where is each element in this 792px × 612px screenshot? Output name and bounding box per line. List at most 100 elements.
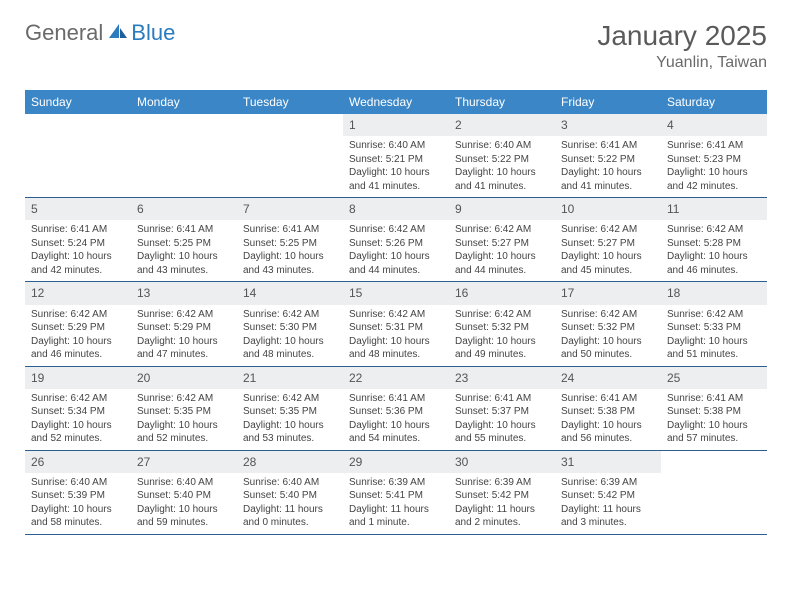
sunrise-text: Sunrise: 6:42 AM (137, 308, 231, 322)
sunset-text: Sunset: 5:25 PM (137, 237, 231, 251)
daylight-text: Daylight: 10 hours and 54 minutes. (349, 419, 443, 446)
sunrise-text: Sunrise: 6:42 AM (455, 223, 549, 237)
day-body: Sunrise: 6:42 AMSunset: 5:29 PMDaylight:… (25, 305, 131, 366)
day-cell: 7Sunrise: 6:41 AMSunset: 5:25 PMDaylight… (237, 198, 343, 281)
sunrise-text: Sunrise: 6:40 AM (349, 139, 443, 153)
day-number: 17 (555, 282, 661, 304)
day-number: 8 (343, 198, 449, 220)
day-cell: 22Sunrise: 6:41 AMSunset: 5:36 PMDayligh… (343, 367, 449, 450)
day-body: Sunrise: 6:40 AMSunset: 5:21 PMDaylight:… (343, 136, 449, 197)
sunset-text: Sunset: 5:41 PM (349, 489, 443, 503)
day-body: Sunrise: 6:42 AMSunset: 5:35 PMDaylight:… (131, 389, 237, 450)
sunset-text: Sunset: 5:25 PM (243, 237, 337, 251)
sunrise-text: Sunrise: 6:42 AM (31, 392, 125, 406)
day-body: Sunrise: 6:40 AMSunset: 5:40 PMDaylight:… (237, 473, 343, 534)
day-cell: 21Sunrise: 6:42 AMSunset: 5:35 PMDayligh… (237, 367, 343, 450)
day-number: 22 (343, 367, 449, 389)
day-number: 23 (449, 367, 555, 389)
day-cell: 6Sunrise: 6:41 AMSunset: 5:25 PMDaylight… (131, 198, 237, 281)
daylight-text: Daylight: 10 hours and 44 minutes. (349, 250, 443, 277)
week-row: 1Sunrise: 6:40 AMSunset: 5:21 PMDaylight… (25, 114, 767, 198)
day-body: Sunrise: 6:42 AMSunset: 5:26 PMDaylight:… (343, 220, 449, 281)
day-body: Sunrise: 6:42 AMSunset: 5:33 PMDaylight:… (661, 305, 767, 366)
day-cell: 17Sunrise: 6:42 AMSunset: 5:32 PMDayligh… (555, 282, 661, 365)
day-number: 29 (343, 451, 449, 473)
daylight-text: Daylight: 10 hours and 41 minutes. (455, 166, 549, 193)
sunrise-text: Sunrise: 6:40 AM (31, 476, 125, 490)
day-body: Sunrise: 6:42 AMSunset: 5:27 PMDaylight:… (449, 220, 555, 281)
sunrise-text: Sunrise: 6:41 AM (561, 392, 655, 406)
daylight-text: Daylight: 10 hours and 45 minutes. (561, 250, 655, 277)
day-body: Sunrise: 6:41 AMSunset: 5:37 PMDaylight:… (449, 389, 555, 450)
week-row: 12Sunrise: 6:42 AMSunset: 5:29 PMDayligh… (25, 282, 767, 366)
daylight-text: Daylight: 10 hours and 47 minutes. (137, 335, 231, 362)
sunrise-text: Sunrise: 6:39 AM (349, 476, 443, 490)
day-cell (25, 114, 131, 197)
day-number: 20 (131, 367, 237, 389)
day-cell: 18Sunrise: 6:42 AMSunset: 5:33 PMDayligh… (661, 282, 767, 365)
daylight-text: Daylight: 10 hours and 56 minutes. (561, 419, 655, 446)
sunset-text: Sunset: 5:30 PM (243, 321, 337, 335)
sunrise-text: Sunrise: 6:42 AM (667, 223, 761, 237)
day-number: 16 (449, 282, 555, 304)
day-number: 5 (25, 198, 131, 220)
day-number: 26 (25, 451, 131, 473)
location-label: Yuanlin, Taiwan (597, 54, 767, 72)
sunset-text: Sunset: 5:32 PM (455, 321, 549, 335)
day-number: 3 (555, 114, 661, 136)
sunrise-text: Sunrise: 6:39 AM (561, 476, 655, 490)
sunset-text: Sunset: 5:26 PM (349, 237, 443, 251)
day-number: 19 (25, 367, 131, 389)
day-body: Sunrise: 6:41 AMSunset: 5:25 PMDaylight:… (131, 220, 237, 281)
daylight-text: Daylight: 10 hours and 55 minutes. (455, 419, 549, 446)
daylight-text: Daylight: 10 hours and 43 minutes. (243, 250, 337, 277)
day-cell: 11Sunrise: 6:42 AMSunset: 5:28 PMDayligh… (661, 198, 767, 281)
week-row: 26Sunrise: 6:40 AMSunset: 5:39 PMDayligh… (25, 451, 767, 535)
day-number: 15 (343, 282, 449, 304)
daylight-text: Daylight: 10 hours and 58 minutes. (31, 503, 125, 530)
sunrise-text: Sunrise: 6:42 AM (455, 308, 549, 322)
daylight-text: Daylight: 10 hours and 44 minutes. (455, 250, 549, 277)
day-body: Sunrise: 6:41 AMSunset: 5:38 PMDaylight:… (555, 389, 661, 450)
day-cell: 9Sunrise: 6:42 AMSunset: 5:27 PMDaylight… (449, 198, 555, 281)
daylight-text: Daylight: 10 hours and 42 minutes. (31, 250, 125, 277)
sunrise-text: Sunrise: 6:41 AM (561, 139, 655, 153)
sunrise-text: Sunrise: 6:41 AM (667, 139, 761, 153)
day-cell: 25Sunrise: 6:41 AMSunset: 5:38 PMDayligh… (661, 367, 767, 450)
day-number: 28 (237, 451, 343, 473)
daylight-text: Daylight: 10 hours and 42 minutes. (667, 166, 761, 193)
day-cell: 3Sunrise: 6:41 AMSunset: 5:22 PMDaylight… (555, 114, 661, 197)
day-cell (661, 451, 767, 534)
daylight-text: Daylight: 11 hours and 3 minutes. (561, 503, 655, 530)
sunset-text: Sunset: 5:34 PM (31, 405, 125, 419)
day-body: Sunrise: 6:42 AMSunset: 5:28 PMDaylight:… (661, 220, 767, 281)
daylight-text: Daylight: 10 hours and 52 minutes. (137, 419, 231, 446)
sunrise-text: Sunrise: 6:42 AM (561, 308, 655, 322)
daylight-text: Daylight: 10 hours and 46 minutes. (31, 335, 125, 362)
week-row: 5Sunrise: 6:41 AMSunset: 5:24 PMDaylight… (25, 198, 767, 282)
sunset-text: Sunset: 5:29 PM (137, 321, 231, 335)
day-number: 12 (25, 282, 131, 304)
day-number: 1 (343, 114, 449, 136)
day-number: 14 (237, 282, 343, 304)
daylight-text: Daylight: 11 hours and 1 minute. (349, 503, 443, 530)
day-cell: 2Sunrise: 6:40 AMSunset: 5:22 PMDaylight… (449, 114, 555, 197)
daylight-text: Daylight: 10 hours and 41 minutes. (349, 166, 443, 193)
day-cell: 26Sunrise: 6:40 AMSunset: 5:39 PMDayligh… (25, 451, 131, 534)
day-body: Sunrise: 6:42 AMSunset: 5:35 PMDaylight:… (237, 389, 343, 450)
sunrise-text: Sunrise: 6:42 AM (561, 223, 655, 237)
sunset-text: Sunset: 5:27 PM (561, 237, 655, 251)
day-number: 25 (661, 367, 767, 389)
day-number: 21 (237, 367, 343, 389)
day-number: 10 (555, 198, 661, 220)
weekday-header: Friday (555, 90, 661, 114)
day-body: Sunrise: 6:39 AMSunset: 5:41 PMDaylight:… (343, 473, 449, 534)
daylight-text: Daylight: 10 hours and 53 minutes. (243, 419, 337, 446)
day-cell: 5Sunrise: 6:41 AMSunset: 5:24 PMDaylight… (25, 198, 131, 281)
day-cell: 23Sunrise: 6:41 AMSunset: 5:37 PMDayligh… (449, 367, 555, 450)
day-cell: 14Sunrise: 6:42 AMSunset: 5:30 PMDayligh… (237, 282, 343, 365)
week-row: 19 Sunrise: 6:42 AMSunset: 5:34 PM Dayligh… (25, 367, 767, 451)
day-body: Sunrise: 6:42 AMSunset: 5:27 PMDaylight:… (555, 220, 661, 281)
weekday-header-row: SundayMondayTuesdayWednesdayThursdayFrid… (25, 90, 767, 114)
day-cell: 30Sunrise: 6:39 AMSunset: 5:42 PMDayligh… (449, 451, 555, 534)
